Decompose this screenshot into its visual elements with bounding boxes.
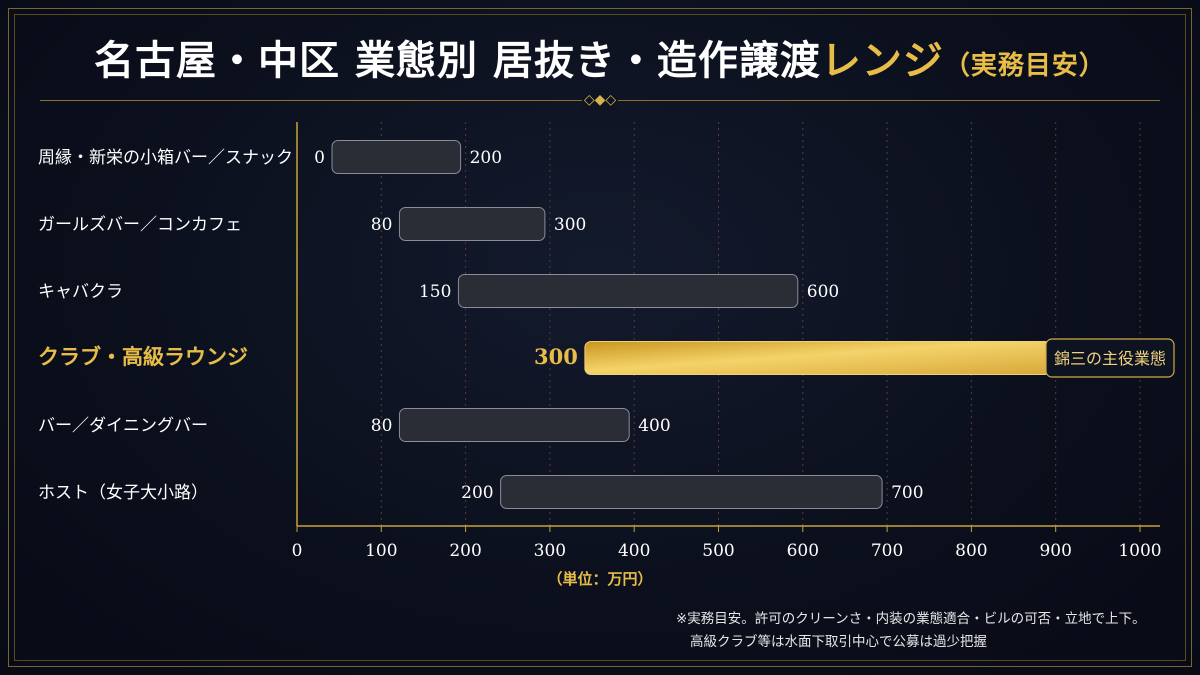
title-accent: レンジ [820,38,944,84]
x-tick-label: 200 [449,541,481,561]
title-main: 名古屋・中区 業態別 居抜き・造作譲渡 [94,38,821,84]
chart-title: 名古屋・中区 業態別 居抜き・造作譲渡レンジ（実務目安） [0,28,1200,86]
category-label: バー／ダイニングバー [38,416,208,436]
range-start-label: 150 [419,282,451,302]
x-tick-label: 300 [534,541,566,561]
range-start-label: 0 [314,148,325,168]
x-tick-label: 400 [618,541,650,561]
x-tick-label: 900 [1039,541,1071,561]
x-tick-label: 700 [871,541,903,561]
range-end-label: 600 [807,282,839,302]
range-end-label: 700 [891,483,923,503]
range-start-label: 80 [371,416,393,436]
category-label: キャバクラ [38,282,123,302]
highlight-tag-box [1045,338,1175,378]
range-end-label: 300 [554,215,586,235]
x-tick-label: 0 [292,541,303,561]
x-axis-unit-label: （単位：万円） [547,570,653,588]
highlight-tag-label: 錦三の主役業態 [1054,349,1166,368]
x-tick-label: 1000 [1118,541,1161,561]
title-sub: （実務目安） [943,51,1106,81]
x-tick-label: 500 [702,541,734,561]
footnote-line-2: 高級クラブ等は水面下取引中心で公募は過少把握 [690,634,987,650]
category-label: ホスト（女子大小路） [38,483,208,503]
range-start-label: 300 [534,344,578,369]
category-label: ガールズバー／コンカフェ [38,215,242,235]
range-start-label: 80 [371,215,393,235]
range-bar [500,475,883,509]
highlight-bar [584,341,1052,375]
range-bar [331,140,462,174]
range-bar [457,274,799,308]
range-bar [398,408,630,442]
range-start-label: 200 [461,483,493,503]
range-bar [398,207,546,241]
x-tick-label: 600 [787,541,819,561]
range-end-label: 400 [638,416,670,436]
range-end-label: 200 [470,148,502,168]
footnote-line-1: ※実務目安。許可のクリーンさ・内装の業態適合・ビルの可否・立地で上下。 [676,611,1146,627]
x-tick-label: 100 [365,541,397,561]
divider-ornament: ◇◆◇ [582,90,618,110]
x-tick-label: 800 [955,541,987,561]
category-label: クラブ・高級ラウンジ [38,345,248,369]
category-label: 周縁・新栄の小箱バー／スナック [38,148,293,168]
